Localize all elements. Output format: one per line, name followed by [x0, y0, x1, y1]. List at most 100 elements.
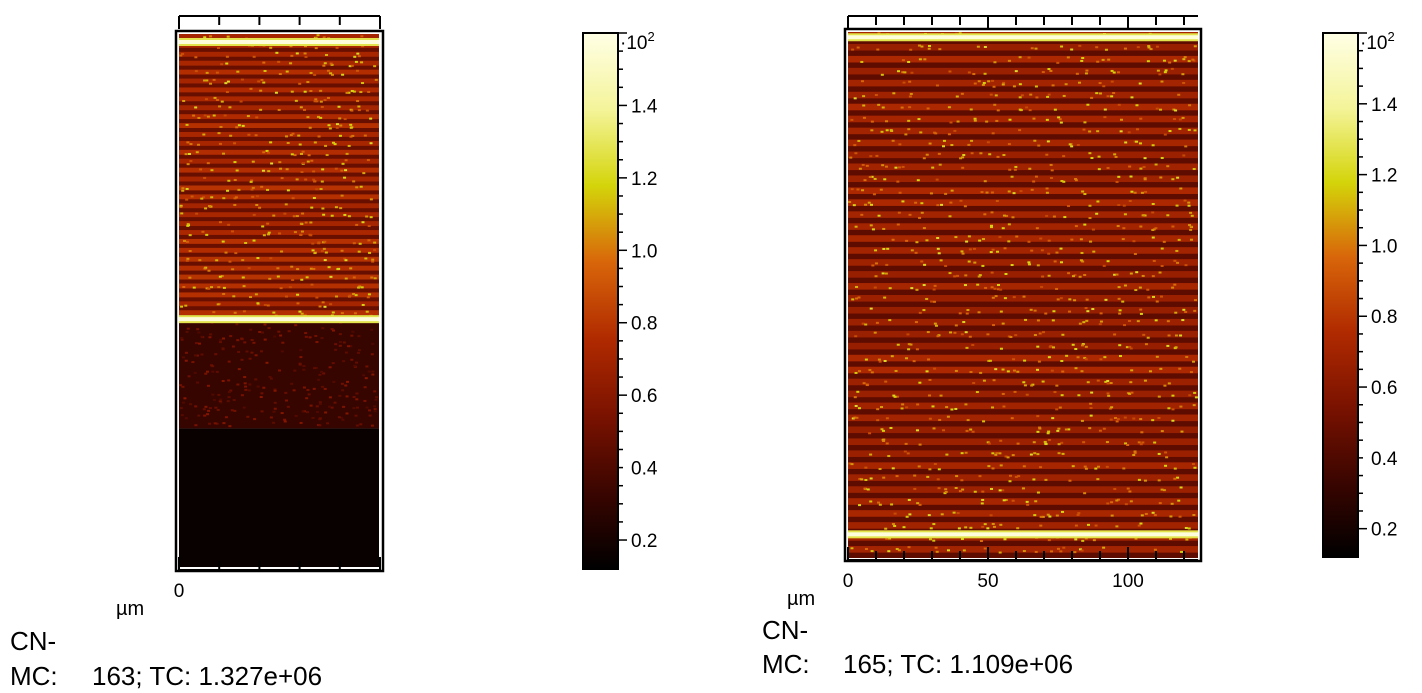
heatmap-speckle: [292, 215, 296, 218]
heatmap-speckle: [1160, 80, 1164, 83]
heatmap-speckle: [991, 132, 995, 135]
heatmap-speckle: [897, 211, 901, 214]
heatmap-speckle: [1081, 260, 1085, 263]
heatmap-noise: [371, 370, 375, 373]
heatmap-speckle: [1025, 393, 1029, 396]
heatmap-speckle: [1070, 145, 1074, 148]
heatmap-speckle: [905, 239, 909, 242]
heatmap-speckle: [970, 152, 974, 155]
heatmap-noise: [250, 351, 254, 354]
heatmap-speckle: [1032, 180, 1036, 183]
heatmap-speckle: [1074, 524, 1078, 527]
heatmap-speckle: [216, 303, 220, 306]
heatmap-speckle: [242, 310, 246, 313]
heatmap-speckle: [329, 62, 333, 65]
heatmap-speckle: [998, 489, 1002, 492]
heatmap-speckle: [233, 142, 237, 145]
heatmap-speckle: [300, 171, 304, 174]
heatmap-noise: [272, 410, 276, 413]
heatmap-speckle: [916, 403, 920, 406]
heatmap-speckle: [1071, 343, 1075, 346]
heatmap-noise: [346, 380, 350, 383]
heatmap-speckle: [1160, 430, 1164, 433]
heatmap-speckle: [937, 487, 941, 490]
heatmap-speckle: [1139, 443, 1143, 446]
heatmap-speckle: [991, 522, 995, 525]
heatmap-speckle: [871, 264, 875, 267]
heatmap-speckle: [220, 275, 224, 278]
heatmap-speckle: [1081, 343, 1085, 346]
heatmap-speckle: [1036, 319, 1040, 322]
heatmap-noise: [363, 399, 367, 402]
heatmap-speckle: [989, 93, 993, 96]
heatmap-noise: [340, 416, 344, 419]
heatmap-speckle: [918, 44, 922, 47]
heatmap-speckle: [961, 488, 965, 491]
heatmap-speckle: [940, 203, 944, 206]
heatmap-speckle: [313, 73, 317, 76]
heatmap-speckle: [188, 276, 192, 279]
heatmap-speckle: [255, 116, 259, 119]
heatmap-speckle: [860, 60, 864, 63]
heatmap-speckle: [343, 257, 347, 260]
heatmap-noise: [269, 416, 273, 419]
heatmap-speckle: [1037, 360, 1041, 363]
heatmap-speckle: [1023, 359, 1027, 362]
heatmap-speckle: [361, 221, 365, 224]
heatmap-speckle: [1094, 467, 1098, 470]
heatmap-speckle: [896, 180, 900, 183]
caption-title-left: CN-: [10, 626, 57, 656]
heatmap-speckle: [999, 310, 1003, 313]
heatmap-speckle: [268, 277, 272, 280]
heatmap-speckle: [1115, 525, 1119, 528]
heatmap-speckle: [299, 233, 303, 236]
heatmap-speckle: [278, 73, 282, 76]
heatmap-noise: [198, 342, 202, 345]
heatmap-noise: [271, 421, 275, 424]
heatmap-noise: [191, 361, 195, 364]
heatmap-speckle: [960, 92, 964, 95]
heatmap-stripe: [848, 247, 1198, 254]
heatmap-speckle: [1133, 252, 1137, 255]
heatmap-speckle: [322, 213, 326, 216]
heatmap-speckle: [1006, 456, 1010, 459]
heatmap-speckle: [918, 381, 922, 384]
heatmap-speckle: [985, 120, 989, 123]
heatmap-speckle: [913, 487, 917, 490]
heatmap-speckle: [870, 203, 874, 206]
heatmap-speckle: [977, 275, 981, 278]
heatmap-speckle: [1096, 478, 1100, 481]
heatmap-noise: [355, 406, 359, 409]
heatmap-speckle: [944, 264, 948, 267]
heatmap-speckle: [1006, 370, 1010, 373]
heatmap-speckle: [317, 135, 321, 138]
heatmap-speckle: [954, 324, 958, 327]
heatmap-speckle: [932, 300, 936, 303]
heatmap-speckle: [303, 90, 307, 93]
heatmap-speckle: [1103, 356, 1107, 359]
heatmap-speckle: [1028, 109, 1032, 112]
heatmap-speckle: [900, 407, 904, 410]
heatmap-stripe: [179, 78, 379, 84]
heatmap-stripe: [848, 43, 1198, 51]
heatmap-speckle: [936, 247, 940, 250]
heatmap-image-1: [848, 32, 1198, 558]
heatmap-speckle: [257, 80, 261, 83]
caption-mc-label-left: MC:: [10, 661, 58, 691]
heatmap-noise: [321, 327, 325, 330]
heatmap-stripe: [179, 123, 379, 129]
colorbar-1: 0.20.40.60.81.01.21.4·102: [1322, 29, 1398, 558]
heatmap-speckle: [185, 187, 189, 190]
heatmap-noise: [281, 341, 285, 344]
colorbar-exponent-label: ·102: [1360, 29, 1395, 54]
heatmap-noise: [196, 328, 200, 331]
heatmap-speckle: [1137, 441, 1141, 444]
heatmap-speckle: [354, 60, 358, 63]
heatmap-speckle: [1001, 368, 1005, 371]
heatmap-speckle: [329, 303, 333, 306]
heatmap-speckle: [1174, 311, 1178, 314]
heatmap-speckle: [1179, 486, 1183, 489]
heatmap-speckle: [1082, 128, 1086, 131]
heatmap-speckle: [886, 247, 890, 250]
heatmap-speckle: [367, 293, 371, 296]
